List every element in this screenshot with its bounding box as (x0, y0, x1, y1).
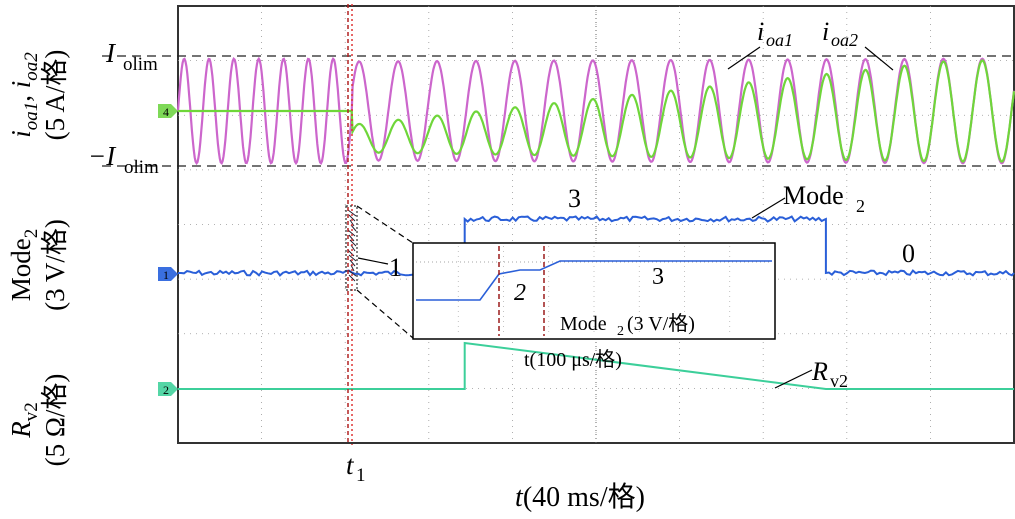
t1-label: t 1 (346, 450, 366, 486)
trace-rv2 (178, 341, 1014, 390)
leader-mode2 (751, 197, 786, 219)
svg-text:4: 4 (163, 105, 169, 119)
state-label-1: 1 (389, 253, 402, 282)
mode-transition-jitter (348, 214, 356, 222)
mode-inset: 2 3 Mode 2 (3 V/格) (412, 242, 776, 340)
mode-transition-jitter (348, 274, 356, 282)
svg-text:t: t (346, 450, 355, 480)
ylabel-part: (5 A/格) (40, 50, 70, 141)
svg-text:v2: v2 (830, 371, 848, 391)
svg-text:olim: olim (123, 54, 158, 75)
svg-text:oa1: oa1 (766, 30, 793, 50)
svg-text:t(40 ms/格): t(40 ms/格) (515, 481, 645, 513)
svg-text:1: 1 (163, 268, 169, 282)
ref-level-upper-label: I olim (105, 38, 158, 75)
ylabel-mode: Mode2 (3 V/格) (6, 219, 70, 311)
x-axis-label: t(40 ms/格) (515, 481, 645, 513)
svg-text:(3 V/格): (3 V/格) (40, 219, 70, 311)
svg-text:2: 2 (856, 196, 865, 216)
ylabel-current: ioa1, ioa2 (5 A/格) (6, 50, 70, 141)
svg-text:R: R (811, 357, 828, 386)
svg-text:oa2: oa2 (831, 30, 858, 50)
state-label-3: 3 (568, 184, 581, 213)
channel-marker-1: 1 (158, 267, 178, 282)
leader-ioa2 (864, 46, 894, 71)
inset-series-label: Mode 2 (3 V/格) (560, 312, 695, 339)
ylabel-part: , (6, 88, 36, 102)
svg-text:2: 2 (617, 324, 624, 339)
ylabel-part: R (6, 421, 36, 439)
ylabel-resistance: Rv2 (5 Ω/格) (6, 374, 70, 467)
mode-transition-jitter (349, 219, 355, 227)
ylabel-part: v2 (21, 402, 42, 421)
zoom-callout-lines (345, 205, 414, 339)
svg-text:−I: −I (88, 141, 117, 171)
trace-ioa2 (178, 59, 1015, 163)
ylabel-part: oa1 (21, 102, 42, 131)
mode-transition-jitter (347, 249, 355, 257)
ylabel-part: (3 V/格) (40, 219, 70, 311)
state-label-0: 0 (902, 239, 915, 268)
inset-x-label: t(100 μs/格) (524, 348, 622, 371)
mode-transition-jitter (347, 229, 356, 237)
ylabel-part: Mode (6, 238, 36, 301)
svg-text:ioa1, ioa2: ioa1, ioa2 (6, 52, 42, 138)
channel-marker-4: 4 (158, 104, 178, 119)
mode-transition-jitter (348, 234, 355, 242)
inset-trace-mode2 (416, 260, 772, 301)
svg-text:olim: olim (124, 157, 159, 178)
mode-transition-jitter (347, 209, 357, 217)
ref-level-lower-label: −I olim (88, 141, 159, 178)
leader-ioa1 (727, 46, 761, 70)
series-label-rv2: R v2 (811, 357, 848, 391)
leader-rv2 (774, 369, 813, 389)
mode-transition-jitter (349, 259, 356, 267)
ylabel-part: oa2 (21, 52, 42, 81)
svg-text:Mode2: Mode2 (6, 229, 42, 302)
ylabel-part: 2 (21, 229, 42, 239)
svg-text:(5 A/格): (5 A/格) (40, 50, 70, 141)
ylabel-part: i (6, 130, 36, 138)
x-axis-label-unit: (40 ms/格) (523, 481, 645, 513)
channel-marker-2: 2 (158, 382, 178, 397)
leader-state-1 (357, 257, 389, 265)
svg-text:Mode: Mode (560, 313, 607, 335)
mode-transition-jitter (347, 269, 357, 277)
svg-text:(3 V/格): (3 V/格) (627, 312, 695, 335)
inset-state-2: 2 (514, 280, 526, 306)
svg-text:(5 Ω/格): (5 Ω/格) (40, 374, 70, 467)
svg-text:Rv2: Rv2 (6, 402, 42, 439)
mode-transition-jitter (348, 254, 357, 262)
series-label-ioa1: i oa1 (757, 17, 793, 50)
trace-mode2 (178, 215, 1015, 277)
svg-text:i: i (822, 17, 829, 46)
series-label-mode2: Mode 2 (783, 181, 865, 216)
mode-transition-jitter (349, 239, 357, 247)
svg-text:2: 2 (163, 383, 169, 397)
x-axis-label-var: t (515, 482, 524, 513)
t1-marker-lines (347, 4, 353, 445)
series-label-ioa2: i oa2 (822, 17, 858, 50)
svg-text:Mode: Mode (783, 181, 844, 210)
ylabel-part: (5 Ω/格) (40, 374, 70, 467)
svg-text:1: 1 (356, 465, 366, 486)
inset-state-3: 3 (652, 264, 664, 290)
svg-text:I: I (105, 38, 117, 68)
ylabel-part: i (6, 81, 36, 89)
svg-text:i: i (757, 17, 764, 46)
